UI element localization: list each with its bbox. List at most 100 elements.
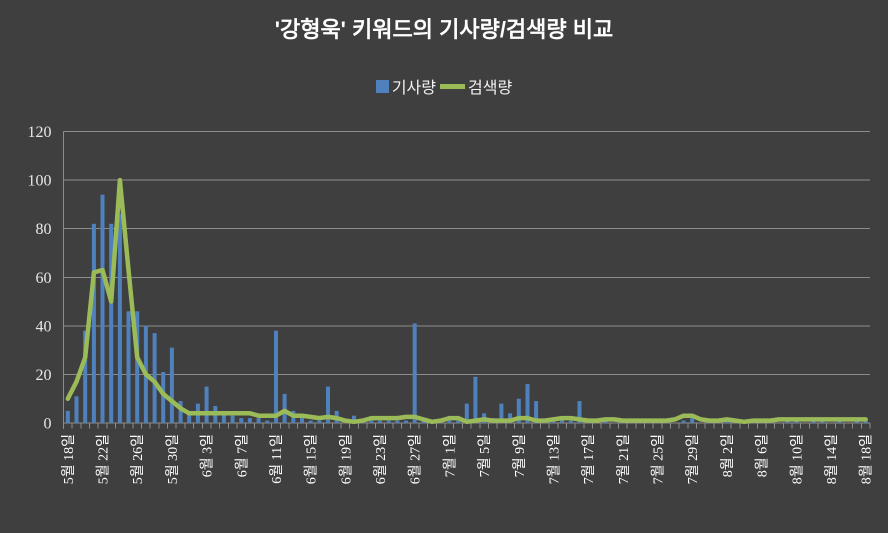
x-tick-label: 7월 29일	[685, 434, 701, 484]
bar	[91, 223, 96, 423]
x-tick-label: 6월 15일	[304, 434, 320, 484]
bar	[135, 311, 140, 423]
bar	[109, 223, 114, 423]
legend-label-articles: 기사량	[391, 80, 436, 97]
bar	[473, 376, 478, 423]
bar	[395, 420, 400, 423]
bar	[178, 401, 183, 423]
x-tick-label: 6월 27일	[408, 434, 424, 484]
bar	[456, 420, 461, 423]
bar	[74, 396, 79, 423]
line-series-swatch-icon	[440, 83, 465, 89]
y-tick-label: 60	[36, 270, 52, 287]
x-tick-label: 7월 9일	[512, 434, 528, 477]
bar	[690, 418, 695, 423]
y-tick-label: 120	[28, 124, 52, 141]
bar	[724, 420, 729, 423]
x-tick-label: 6월 23일	[373, 434, 389, 484]
y-axis-labels: 0 20 40 60 80 100 120	[28, 124, 52, 433]
bar	[811, 420, 816, 423]
bar	[386, 420, 391, 423]
bar	[256, 418, 261, 423]
bar	[326, 386, 330, 423]
x-tick-label: 5월 30일	[165, 434, 181, 484]
bar	[65, 410, 70, 423]
bar	[378, 420, 382, 423]
bar	[83, 330, 88, 423]
bar	[577, 401, 582, 423]
bar	[369, 420, 374, 423]
bar	[603, 420, 608, 423]
x-axis-labels: 5월 18일 5월 22일 5월 26일 5월 30일 6월 3일 6월 7일 6월 11일…	[61, 434, 875, 484]
bar	[534, 401, 539, 423]
bar	[187, 410, 192, 423]
x-tick-label: 6월 19일	[338, 434, 354, 484]
bar	[516, 398, 521, 423]
x-tick-label: 8월 14일	[824, 434, 840, 484]
bar-series	[65, 194, 868, 423]
bar	[560, 418, 565, 423]
bar	[820, 420, 825, 423]
bar	[404, 420, 408, 423]
bar	[794, 420, 799, 423]
x-tick-label: 8월 2일	[720, 434, 736, 477]
x-tick-label: 8월 18일	[859, 434, 875, 484]
bar	[317, 420, 322, 423]
bar	[239, 418, 244, 423]
x-tick-label: 5월 26일	[130, 434, 146, 484]
x-tick-label: 8월 10일	[789, 434, 805, 484]
x-tick-label: 7월 17일	[581, 434, 597, 484]
axes	[63, 131, 871, 429]
bar	[447, 420, 452, 423]
bar-series-swatch-icon	[375, 79, 389, 93]
bar	[274, 330, 278, 423]
bar	[169, 347, 174, 423]
chart-title: '강형욱' 키워드의 기사량/검색량 비교	[274, 17, 614, 42]
line-series	[65, 177, 868, 425]
legend-label-search: 검색량	[468, 80, 513, 97]
x-tick-label: 6월 3일	[200, 434, 216, 477]
bar	[352, 415, 356, 423]
x-tick-label: 8월 6일	[755, 434, 771, 477]
bar	[152, 333, 157, 423]
x-tick-label: 5월 18일	[61, 434, 77, 484]
x-tick-label: 6월 7일	[234, 434, 250, 477]
bar	[568, 420, 573, 423]
y-tick-label: 20	[36, 367, 52, 384]
legend-item-articles: 기사량	[375, 74, 436, 98]
bar	[100, 194, 105, 423]
bar	[837, 420, 842, 423]
bar	[300, 418, 304, 423]
legend-item-search: 검색량	[440, 74, 512, 98]
bar	[785, 420, 790, 423]
gridlines	[63, 131, 870, 424]
bar	[551, 420, 556, 423]
bar	[221, 413, 226, 423]
bar	[117, 214, 122, 423]
bar	[230, 415, 235, 423]
bar	[863, 420, 868, 423]
bar	[464, 403, 469, 423]
bar	[499, 403, 504, 423]
bar	[126, 311, 131, 423]
bar	[681, 420, 686, 423]
x-tick-label: 7월 25일	[651, 434, 667, 484]
x-tick-label: 7월 13일	[546, 434, 562, 484]
bar	[412, 323, 417, 423]
chart-legend: 기사량 검색량	[0, 74, 888, 98]
x-tick-label: 7월 5일	[477, 434, 493, 477]
bar	[247, 418, 252, 423]
x-tick-label: 7월 21일	[616, 434, 632, 484]
bar	[161, 372, 166, 423]
x-tick-label: 6월 11일	[269, 434, 285, 484]
bar	[525, 384, 530, 423]
bar	[308, 420, 313, 423]
bar	[855, 420, 859, 423]
x-tick-label: 7월 1일	[442, 434, 458, 477]
y-tick-label: 40	[36, 318, 52, 335]
bar	[204, 386, 209, 423]
y-tick-label: 100	[28, 173, 52, 190]
x-tick-label: 5월 22일	[96, 434, 112, 484]
bar	[265, 420, 270, 423]
